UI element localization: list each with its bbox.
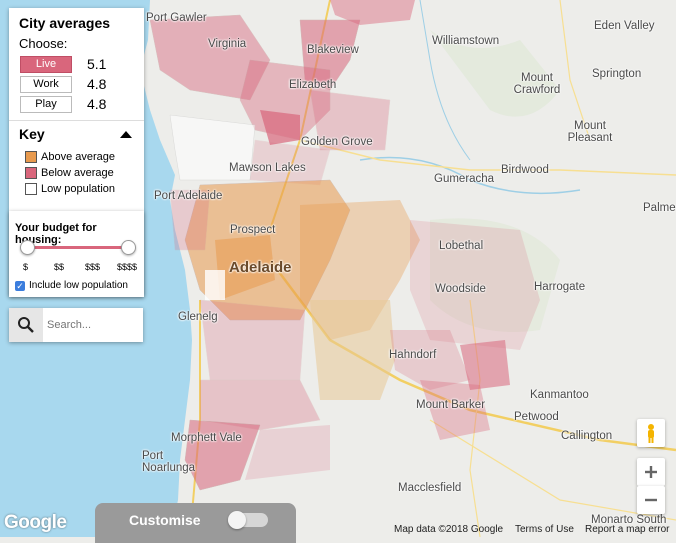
place-label: Port Gawler: [146, 12, 207, 24]
place-label: Mount Barker: [416, 399, 486, 411]
customise-label: Customise: [129, 512, 201, 528]
place-label: Port Noarlunga: [142, 450, 196, 474]
place-label: Monarto South: [591, 514, 667, 526]
search-input[interactable]: [47, 317, 137, 333]
budget-panel: Your budget for housing: $ $$ $$$ $$$$ ✓…: [9, 211, 144, 297]
place-label: Lobethal: [439, 240, 484, 252]
search-icon: [18, 317, 34, 333]
place-label: Eden Valley: [594, 20, 655, 32]
zoom-out-button[interactable]: [637, 486, 665, 514]
budget-tick: $$: [54, 262, 65, 272]
budget-slider-min-handle[interactable]: [20, 240, 35, 255]
terms-of-use-link[interactable]: Terms of Use: [515, 524, 574, 535]
place-label: Blakeview: [307, 44, 359, 56]
place-label: Golden Grove: [301, 136, 373, 148]
place-label-adelaide: Adelaide: [229, 259, 292, 276]
collapse-caret-icon[interactable]: [120, 131, 132, 138]
place-label: Virginia: [208, 38, 247, 50]
minus-icon: [645, 498, 657, 502]
plus-icon: [645, 466, 657, 478]
region-hills-pink: [410, 220, 540, 350]
key-label-below: Below average: [41, 167, 114, 179]
map-data-attribution: Map data ©2018 Google: [394, 524, 504, 535]
divider: [9, 120, 144, 121]
place-label: Kanmantoo: [530, 389, 589, 401]
place-label: Elizabeth: [289, 79, 337, 91]
budget-tick: $$$$: [117, 262, 138, 272]
report-map-error-link[interactable]: Report a map error: [585, 524, 670, 535]
region-top-pink: [330, 0, 415, 25]
low-population-swatch: [25, 183, 37, 195]
place-label: Callington: [561, 430, 613, 442]
google-logo: Google: [4, 512, 67, 533]
live-button[interactable]: Live: [20, 56, 72, 73]
choose-label: Choose:: [19, 36, 68, 51]
play-value: 4.8: [87, 96, 107, 112]
place-label: Harrogate: [534, 281, 586, 293]
live-value: 5.1: [87, 56, 107, 72]
place-label: Woodside: [435, 283, 486, 295]
place-label: Birdwood: [501, 164, 549, 176]
include-low-population-checkbox[interactable]: ✓: [15, 281, 25, 291]
region-virginia: [149, 14, 271, 101]
place-label: Williamstown: [432, 35, 500, 47]
place-label: Mount Pleasant: [567, 120, 613, 144]
place-label: Hahndorf: [389, 349, 437, 361]
customise-tab[interactable]: Customise: [95, 503, 296, 543]
below-average-swatch: [25, 167, 37, 179]
pegman-icon: [648, 424, 654, 443]
key-label-low-pop: Low population: [41, 183, 116, 195]
above-average-swatch: [25, 151, 37, 163]
place-label: Glenelg: [178, 311, 218, 323]
budget-slider-track[interactable]: [27, 246, 127, 249]
customise-toggle[interactable]: [228, 511, 268, 529]
place-label: Morphett Vale: [171, 432, 242, 444]
place-label: Prospect: [230, 224, 276, 236]
budget-tick: $$$: [85, 262, 101, 272]
place-label: Port Adelaide: [154, 190, 223, 202]
zoom-in-button[interactable]: [637, 458, 665, 486]
include-low-population-label: Include low population: [29, 280, 128, 291]
key-label-above: Above average: [41, 151, 115, 163]
work-value: 4.8: [87, 76, 107, 92]
work-button[interactable]: Work: [20, 76, 72, 93]
search-box: [9, 308, 143, 342]
place-label: Macclesfield: [398, 482, 462, 494]
place-label: Mount Crawford: [513, 72, 561, 96]
place-label: Petwood: [514, 411, 559, 423]
budget-slider-max-handle[interactable]: [121, 240, 136, 255]
region-blakeview: [299, 19, 361, 91]
place-label: Springton: [592, 68, 642, 80]
region-mount-barker: [460, 340, 510, 390]
play-button[interactable]: Play: [20, 96, 72, 113]
street-view-pegman-button[interactable]: [637, 419, 665, 447]
budget-tick: $: [23, 262, 29, 272]
panel-title: City averages: [19, 15, 111, 31]
place-label: Gumeracha: [434, 173, 495, 185]
region-morphett-vale: [184, 419, 261, 491]
place-label: Mawson Lakes: [229, 162, 306, 174]
toggle-knob: [228, 511, 246, 529]
key-title: Key: [19, 126, 45, 142]
place-label: Palme: [643, 202, 676, 214]
search-button[interactable]: [9, 308, 43, 342]
